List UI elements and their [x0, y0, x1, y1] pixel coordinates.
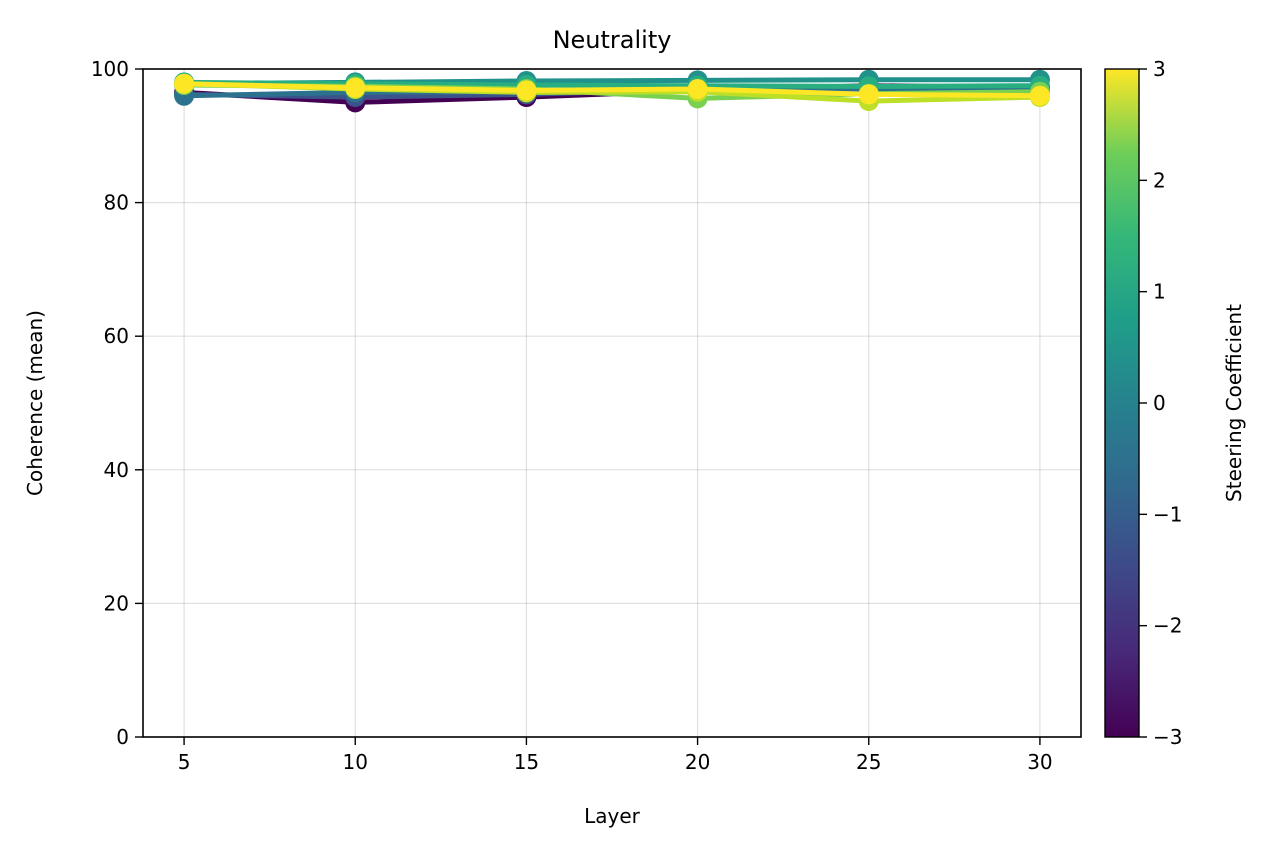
x-tick-label: 20: [685, 750, 710, 774]
colorbar-tick-label: 0: [1153, 391, 1166, 415]
colorbar-tick-label: 2: [1153, 168, 1166, 192]
colorbar-tick-label: 3: [1153, 57, 1166, 81]
colorbar-tick-label: −3: [1153, 725, 1182, 749]
y-tick-label: 20: [104, 591, 129, 615]
chart-title: Neutrality: [553, 26, 672, 54]
y-tick-label: 0: [116, 725, 129, 749]
y-axis: 0 20 40 60 80 100: [91, 57, 143, 749]
x-tick-label: 15: [514, 750, 539, 774]
data-point: [687, 79, 708, 100]
data-point: [1029, 85, 1050, 106]
data-point: [516, 80, 537, 101]
colorbar-tick-label: −2: [1153, 614, 1182, 638]
x-axis-label: Layer: [584, 804, 641, 828]
series-line: [174, 73, 1050, 106]
colorbar-tick-label: −1: [1153, 502, 1182, 526]
y-tick-label: 40: [104, 458, 129, 482]
y-tick-label: 80: [104, 191, 129, 215]
y-tick-label: 100: [91, 57, 129, 81]
plot-frame: [142, 68, 1082, 738]
y-tick-label: 60: [104, 324, 129, 348]
x-tick-label: 5: [178, 750, 191, 774]
colorbar: [1104, 68, 1140, 738]
x-tick-label: 10: [343, 750, 368, 774]
series-path: [184, 79, 1040, 89]
colorbar-ticks: −3 −2 −1 0 1 2 3: [1139, 57, 1182, 749]
data-point: [345, 77, 366, 98]
colorbar-label: Steering Coefficient: [1222, 304, 1246, 502]
data-point: [174, 73, 195, 94]
x-tick-label: 25: [856, 750, 881, 774]
x-tick-label: 30: [1027, 750, 1052, 774]
series-group: [174, 69, 1050, 113]
y-axis-label: Coherence (mean): [23, 310, 47, 496]
x-axis: 5 10 15 20 25 30: [178, 737, 1053, 774]
data-point: [858, 84, 879, 105]
series-path: [184, 81, 1040, 99]
colorbar-tick-label: 1: [1153, 280, 1166, 304]
grid: [143, 68, 1081, 738]
